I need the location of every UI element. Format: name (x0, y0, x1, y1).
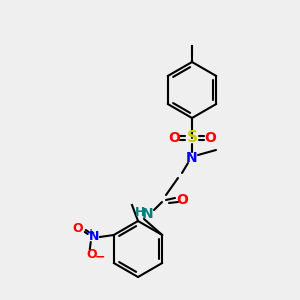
Text: H: H (135, 206, 145, 218)
Text: N: N (88, 230, 99, 244)
Text: O: O (204, 131, 216, 145)
Text: O: O (72, 223, 83, 236)
Text: O: O (176, 193, 188, 207)
Text: N: N (186, 151, 198, 165)
Text: N: N (142, 207, 154, 221)
Text: S: S (187, 130, 197, 146)
Text: −: − (94, 250, 105, 263)
Text: O: O (168, 131, 180, 145)
Text: +: + (87, 228, 95, 238)
Text: O: O (86, 248, 97, 262)
